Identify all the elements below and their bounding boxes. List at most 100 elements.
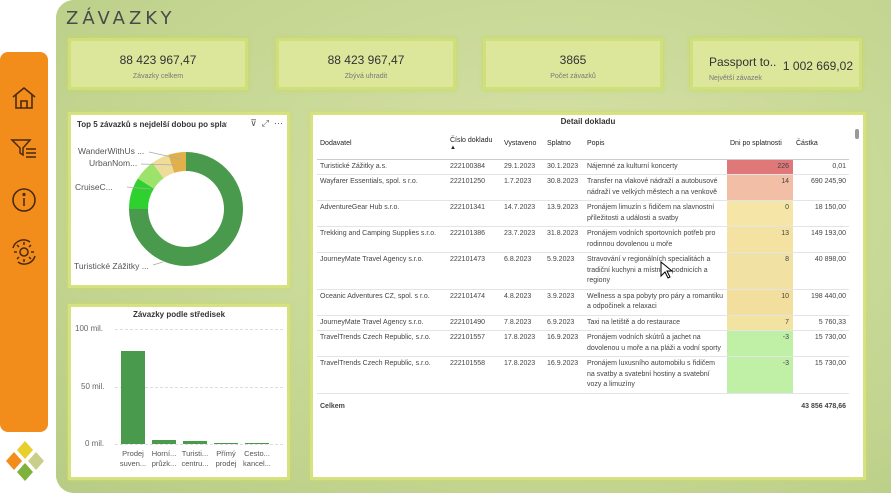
amount-cell: 18 150,00	[793, 200, 849, 227]
kpi-value-amount: 1 002 669,02	[782, 59, 853, 73]
detail-table-panel[interactable]: Detail dokladu Dodavatel Číslo dokladu ▲ …	[310, 112, 866, 480]
settings-sync-icon[interactable]	[8, 236, 40, 268]
kpi-value-name: Passport to..	[709, 55, 777, 69]
x-axis-tick: Turisti... centru...	[180, 449, 210, 469]
donut-label: UrbanNom...	[89, 158, 138, 168]
donut-chart-panel[interactable]: Top 5 závazků s nejdelší dobou po splatn…	[68, 112, 290, 288]
gridline	[115, 387, 283, 388]
issued-cell: 14.7.2023	[501, 200, 544, 227]
home-icon[interactable]	[8, 82, 40, 114]
donut-slice[interactable]	[152, 154, 175, 179]
amount-cell: 5 760,33	[793, 315, 849, 331]
description-cell: Nájemné za kulturní koncerty	[584, 159, 727, 175]
leader-line	[148, 151, 182, 160]
issued-cell: 4.8.2023	[501, 289, 544, 316]
description-cell: Pronájem vodních sportovních potřeb pro …	[584, 226, 727, 253]
empty-cell	[727, 393, 793, 414]
gridline	[115, 329, 283, 330]
days-overdue-cell: -3	[727, 330, 793, 357]
table-row[interactable]: Turistické Zážitky a.s. 222100384 29.1.202…	[317, 159, 849, 175]
x-axis-tick-line: Prodej	[122, 449, 144, 458]
bar[interactable]	[183, 441, 207, 444]
column-header-amount[interactable]: Částka	[793, 129, 849, 160]
table-row[interactable]: TravelTrends Czech Republic, s.r.o. 22210…	[317, 330, 849, 357]
kpi-count[interactable]: 3865 Počet závazků	[483, 38, 663, 90]
x-axis-tick: Přímý prodej	[211, 449, 241, 469]
bar[interactable]	[214, 442, 238, 444]
due-cell: 16.9.2023	[544, 356, 584, 394]
kpi-largest[interactable]: Passport to.. 1 002 669,02 Největší záva…	[690, 38, 862, 90]
column-header-issued[interactable]: Vystaveno	[501, 129, 544, 160]
doc-number-cell: 222101341	[447, 200, 501, 227]
table-row[interactable]: AdventureGear Hub s.r.o. 222101341 14.7.20…	[317, 200, 849, 227]
x-axis-tick-line: Turisti...	[181, 449, 209, 458]
amount-cell: 15 730,00	[793, 330, 849, 357]
doc-number-cell: 222101386	[447, 226, 501, 253]
filter-list-icon[interactable]	[8, 132, 40, 164]
amount-cell: 15 730,00	[793, 356, 849, 394]
leader-line	[140, 163, 177, 166]
due-cell: 3.9.2023	[544, 289, 584, 316]
column-header-days-overdue[interactable]: Dni po splatnosti	[727, 129, 793, 160]
supplier-cell: JourneyMate Travel Agency s.r.o.	[317, 252, 447, 290]
y-axis-tick: 0 mil.	[85, 439, 105, 448]
gridline	[115, 444, 283, 445]
description-cell: Pronájem luxusního automobilu s řidičem …	[584, 356, 727, 394]
doc-number-cell: 222101490	[447, 315, 501, 331]
column-header-doc-number[interactable]: Číslo dokladu ▲	[447, 129, 501, 160]
supplier-cell: JourneyMate Travel Agency s.r.o.	[317, 315, 447, 331]
donut-slice[interactable]	[129, 152, 243, 266]
brand-logo	[2, 438, 48, 484]
kpi-total-liabilities[interactable]: 88 423 967,47 Závazky celkem	[68, 38, 248, 90]
column-header-supplier[interactable]: Dodavatel	[317, 129, 447, 160]
kpi-remaining[interactable]: 88 423 967,47 Zbývá uhradit	[276, 38, 456, 90]
due-cell: 30.1.2023	[544, 159, 584, 175]
due-cell: 5.9.2023	[544, 252, 584, 290]
empty-cell	[501, 393, 544, 414]
amount-cell: 690 245,90	[793, 174, 849, 201]
issued-cell: 23.7.2023	[501, 226, 544, 253]
column-header-label: Číslo dokladu	[450, 136, 493, 144]
table-row[interactable]: Wayfarer Essentials, spol. s r.o. 2221012…	[317, 174, 849, 201]
doc-number-cell: 222101473	[447, 252, 501, 290]
kpi-label: Největší závazek	[709, 75, 762, 82]
table-row[interactable]: JourneyMate Travel Agency s.r.o. 22210149…	[317, 315, 849, 331]
description-cell: Taxi na letiště a do restaurace	[584, 315, 727, 331]
bar[interactable]	[121, 350, 145, 444]
table-row[interactable]: TravelTrends Czech Republic, s.r.o. 22210…	[317, 356, 849, 394]
visual-toolbar: ⊽ ⤢ ⋯	[250, 118, 283, 129]
table-row[interactable]: Trekking and Camping Supplies s.r.o. 2221…	[317, 226, 849, 253]
issued-cell: 29.1.2023	[501, 159, 544, 175]
detail-table: Dodavatel Číslo dokladu ▲ Vystaveno Splat…	[317, 129, 849, 414]
doc-number-cell: 222101557	[447, 330, 501, 357]
amount-cell: 149 193,00	[793, 226, 849, 253]
focus-mode-icon[interactable]: ⤢	[261, 118, 269, 128]
column-header-due[interactable]: Splatno	[544, 129, 584, 160]
leader-line	[152, 261, 164, 266]
x-axis-tick-line: centru...	[181, 459, 209, 468]
donut-slice[interactable]	[129, 178, 154, 209]
bar[interactable]	[245, 442, 269, 444]
bar[interactable]	[152, 440, 176, 444]
table-row[interactable]: Oceanic Adventures CZ, spol. s r.o. 22210…	[317, 289, 849, 316]
x-axis-tick: Prodej suven...	[118, 449, 148, 469]
donut-label: CruiseC...	[75, 182, 113, 192]
days-overdue-cell: 8	[727, 252, 793, 290]
info-icon[interactable]	[8, 184, 40, 216]
donut-slice[interactable]	[137, 162, 164, 189]
more-options-icon[interactable]: ⋯	[274, 118, 283, 128]
sidebar-nav	[0, 52, 48, 432]
bar-chart-panel[interactable]: Závazky podle středisek 100 mil. 50 mil.…	[68, 304, 290, 480]
column-header-description[interactable]: Popis	[584, 129, 727, 160]
x-axis-tick-line: Přímý	[216, 449, 236, 458]
donut-chart[interactable]	[71, 115, 287, 285]
x-axis-tick-line: suven...	[119, 459, 147, 468]
days-overdue-cell: 0	[727, 200, 793, 227]
total-label: Celkem	[320, 402, 345, 410]
main-panel: ZÁVAZKY 88 423 967,47 Závazky celkem 88 …	[56, 0, 891, 493]
filter-icon[interactable]: ⊽	[250, 118, 257, 128]
table-scrollbar[interactable]	[855, 129, 859, 139]
kpi-value: 88 423 967,47	[119, 53, 197, 67]
table-row[interactable]: JourneyMate Travel Agency s.r.o. 22210147…	[317, 252, 849, 290]
issued-cell: 17.8.2023	[501, 330, 544, 357]
